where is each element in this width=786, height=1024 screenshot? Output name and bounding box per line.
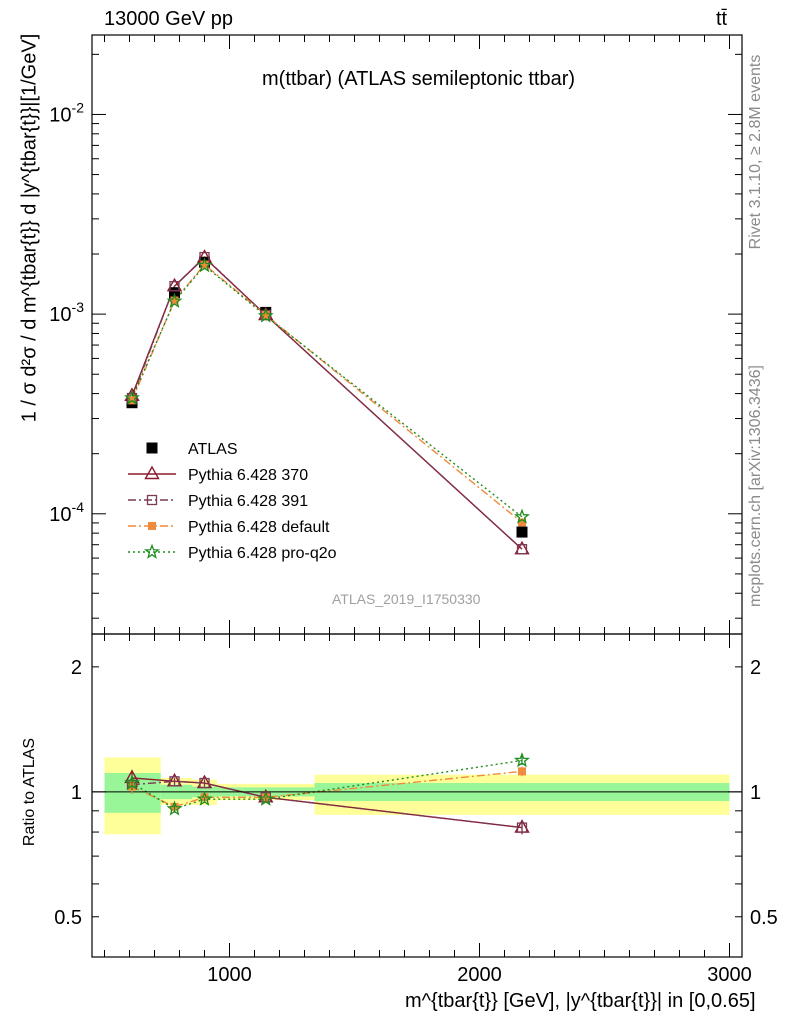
main-point-atlas-4 (516, 526, 528, 538)
ratio-point-pythia-6-428-pro-q2o-1 (166, 800, 183, 816)
series-markers (124, 249, 530, 835)
legend-marker-atlas (146, 442, 158, 454)
ratio-line-pythia-6-428-default (131, 770, 523, 808)
main-point-pythia-6-428-pro-q2o-1 (166, 292, 183, 308)
ratio-point-pythia-6-428-391-2 (199, 777, 210, 789)
legend-label-pythia-6-428-default: Pythia 6.428 default (188, 519, 330, 536)
ratio-point-pythia-6-428-391-4 (516, 822, 528, 833)
main-point-pythia-6-428-pro-q2o-4 (514, 508, 530, 524)
main-point-pythia-6-428-pro-q2o-2 (196, 257, 213, 273)
main-point-pythia-6-428-default-2 (200, 260, 209, 269)
ratio-point-pythia-6-428-391-1 (169, 776, 180, 787)
ratio-line-pythia-6-428-391 (131, 780, 523, 829)
plot-title: m(ttbar) (ATLAS semileptonic ttbar) (262, 68, 576, 90)
legend-marker-pythia-6-428-pro-q2o (144, 543, 160, 559)
ratio-ytick-label-left-2: 2 (71, 657, 82, 679)
ratio-ytick-label-left-1: 1 (71, 782, 82, 804)
rivet-version-label: Rivet 3.1.10, ≥ 2.8M events (747, 54, 764, 250)
ratio-point-pythia-6-428-pro-q2o-4 (514, 752, 530, 768)
legend-label-atlas: ATLAS (188, 441, 238, 458)
ratio-point-pythia-6-428-pro-q2o-0 (124, 774, 140, 790)
main-point-pythia-6-428-391-4 (516, 544, 528, 555)
main-point-pythia-6-428-default-1 (170, 296, 179, 305)
ratio-bands (104, 757, 730, 835)
ratio-ylabel: Ratio to ATLAS (21, 737, 38, 847)
header-right: tt̄ (716, 8, 728, 30)
ratio-frame (91, 633, 743, 958)
main-ytick-label-2: 10-2 (49, 99, 84, 126)
main-point-atlas-1 (169, 287, 180, 299)
legend-marker-pythia-6-428-391 (146, 494, 158, 506)
xtick-label-0: 1000 (207, 964, 252, 986)
main-point-pythia-6-428-default-3 (261, 310, 270, 319)
main-point-pythia-6-428-pro-q2o-3 (257, 307, 274, 323)
main-ytick-label-1: 10-3 (49, 299, 84, 326)
series-lines (131, 256, 523, 829)
ratio-point-pythia-6-428-pro-q2o-2 (196, 790, 213, 806)
main-line-pythia-6-428-pro-q2o (131, 264, 523, 518)
legend-marker-pythia-6-428-default (148, 522, 156, 530)
main-ytick-label-0: 10-4 (49, 499, 84, 526)
ratio-point-pythia-6-428-default-4 (518, 767, 526, 776)
legend-label-pythia-6-428-391: Pythia 6.428 391 (188, 493, 308, 510)
tick-labels: 10-4 10-3 10-2 0.5 0.5 1 1 2 2 1000 2000 3000 (49, 99, 778, 986)
xtick-label-2: 3000 (707, 964, 752, 986)
xtick-label-1: 2000 (457, 964, 502, 986)
ratio-ytick-label-right-1: 1 (750, 782, 761, 804)
header-left: 13000 GeV pp (104, 8, 233, 30)
ratio-ytick-label-right-0: 0.5 (750, 907, 778, 929)
main-point-pythia-6-428-default-4 (518, 518, 526, 527)
legend-label-pythia-6-428-370: Pythia 6.428 370 (188, 467, 308, 484)
ratio-ytick-label-left-0: 0.5 (54, 907, 82, 929)
x-axis-label: m^{tbar{t}} [GeV], |y^{tbar{t}}| in [0,0… (405, 990, 756, 1012)
analysis-watermark: ATLAS_2019_I1750330 (332, 591, 481, 607)
legend: ATLAS Pythia 6.428 370 Pythia 6.428 391 Pyt… (128, 441, 337, 562)
ratio-ytick-label-right-2: 2 (750, 657, 761, 679)
legend-label-pythia-6-428-pro-q2o: Pythia 6.428 pro-q2o (188, 545, 337, 562)
legend-marker-pythia-6-428-370 (144, 465, 160, 480)
mcplots-credit: mcplots.cern.ch [arXiv:1306.3436] (747, 365, 764, 607)
axes (91, 34, 743, 958)
ratio-point-pythia-6-428-pro-q2o-3 (257, 790, 274, 806)
main-point-pythia-6-428-391-1 (169, 281, 180, 292)
main-ylabel: 1 / σ d²σ / d m^{tbar{t}} d |y^{tbar{t}}… (18, 33, 41, 423)
main-point-pythia-6-428-pro-q2o-0 (124, 389, 140, 405)
